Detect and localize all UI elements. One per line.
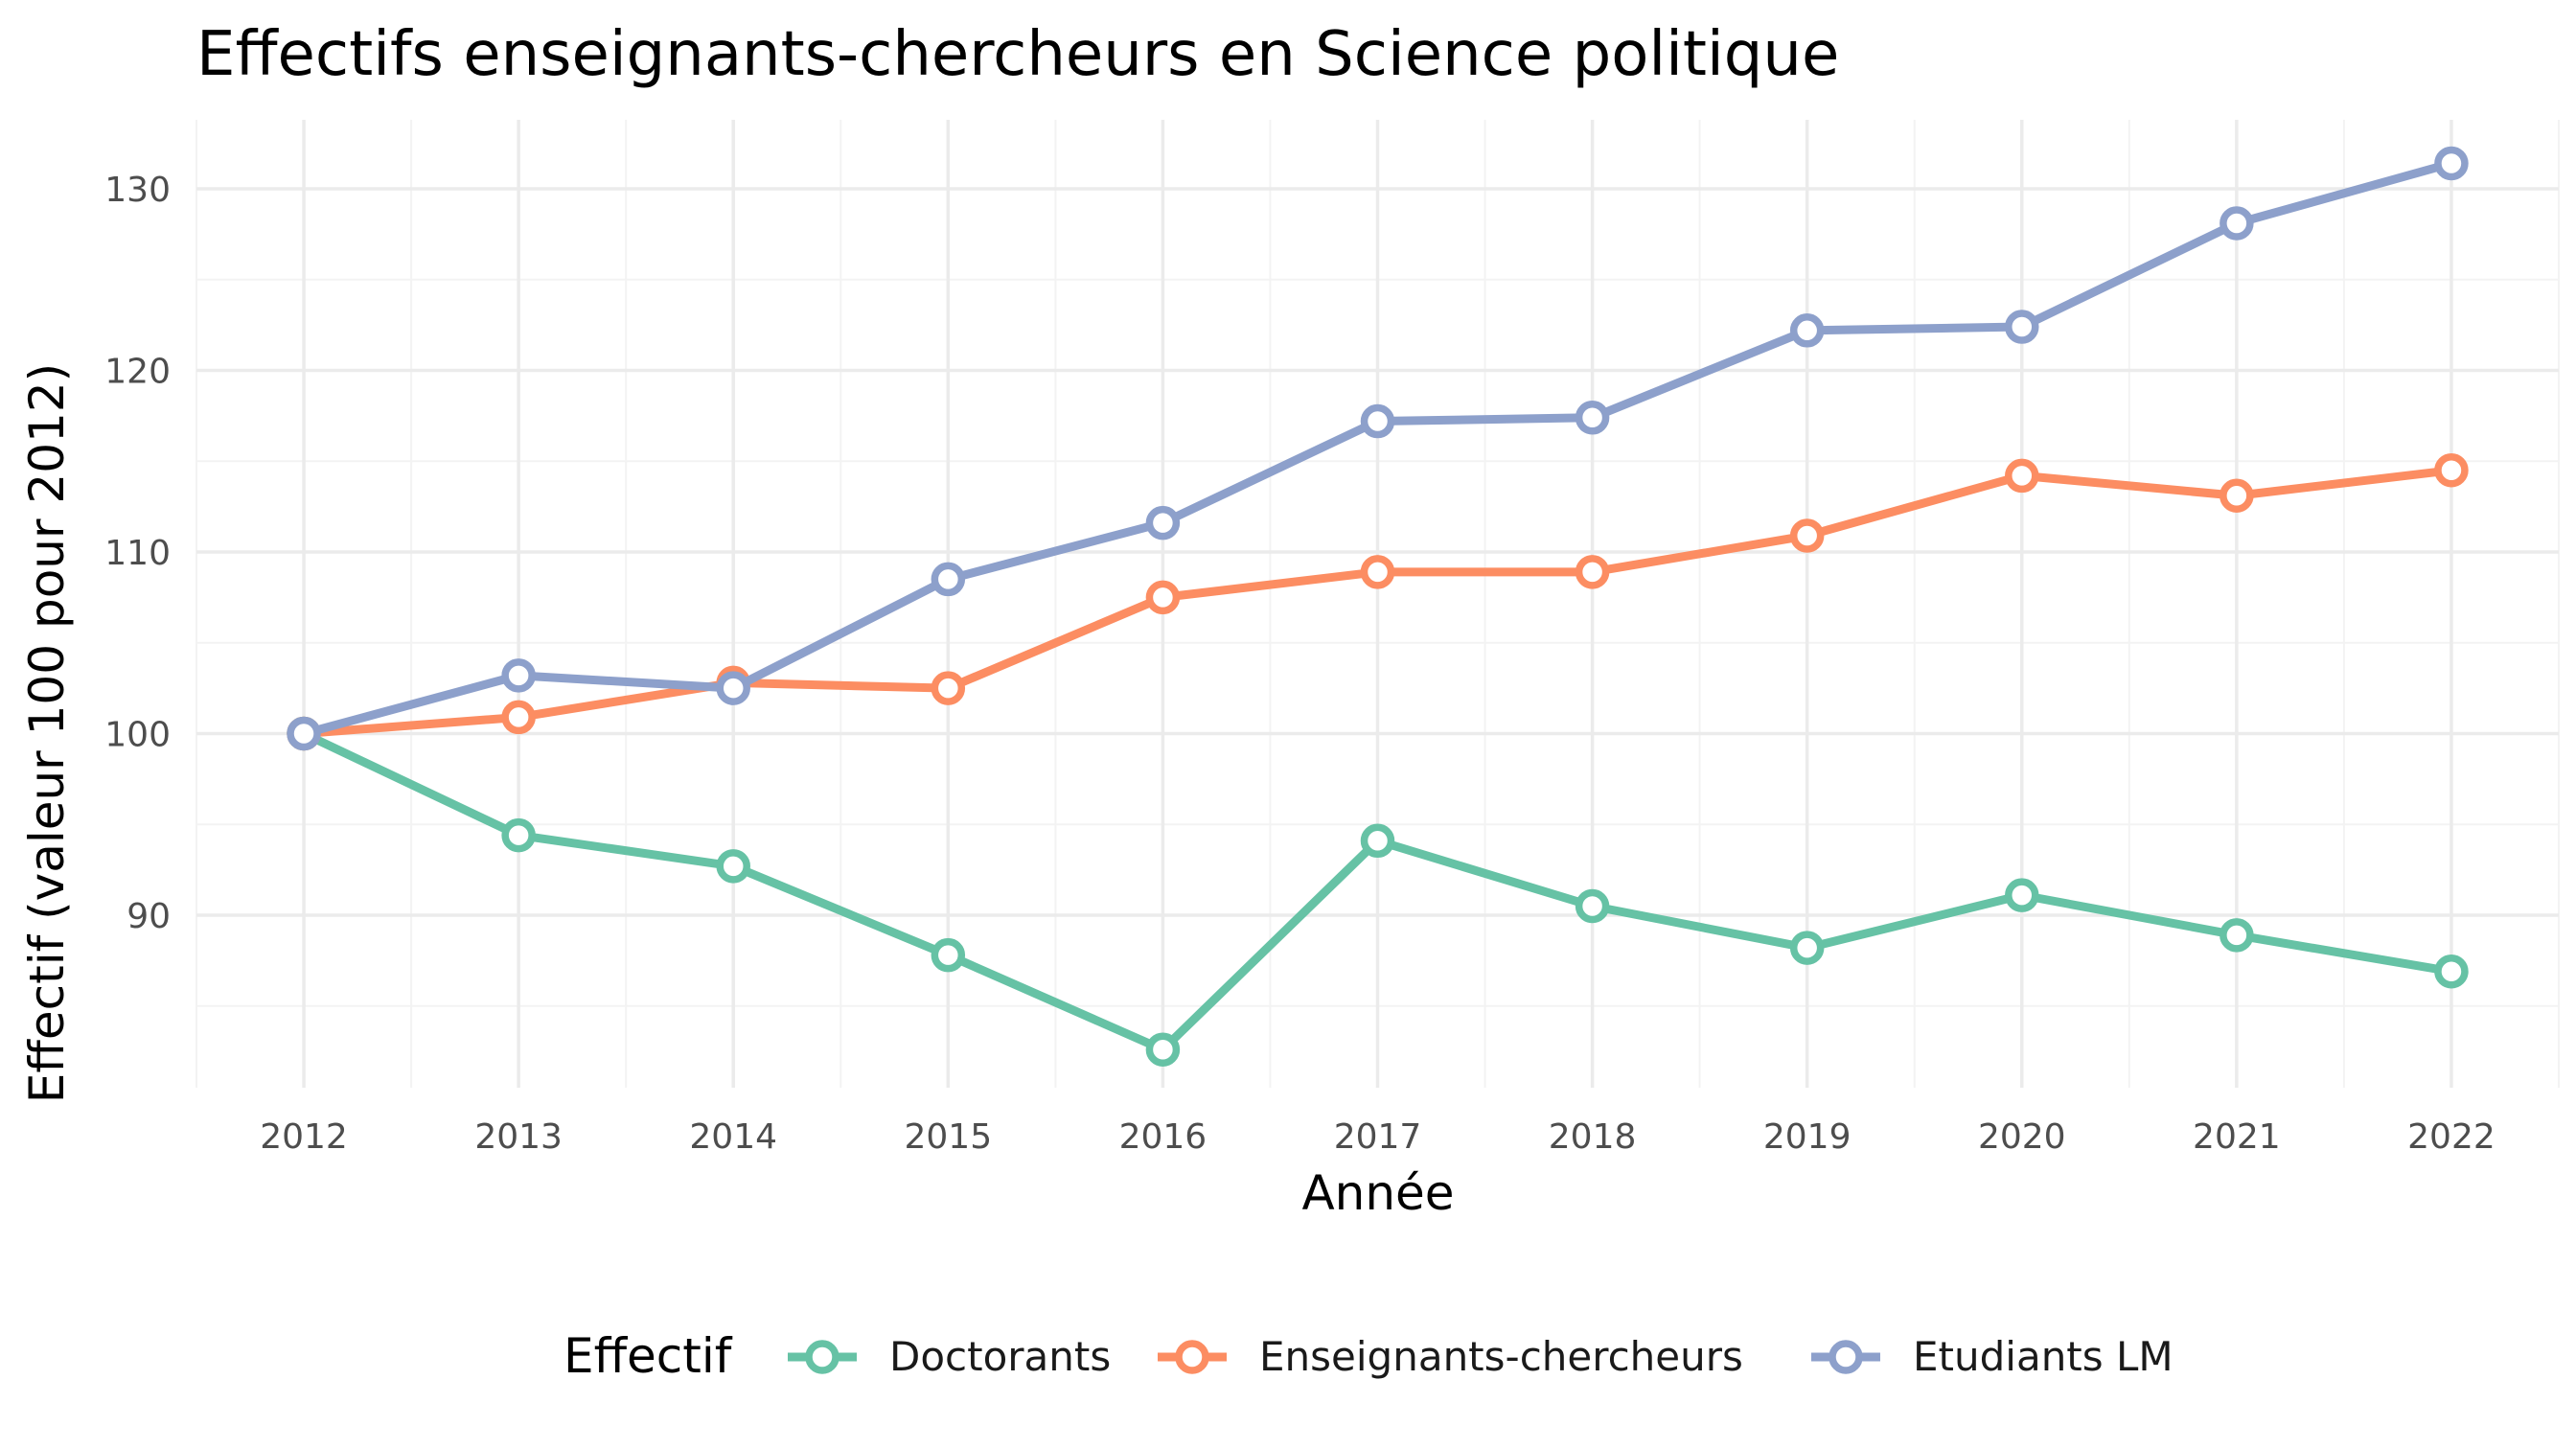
x-tick-label: 2021 [2193, 1117, 2281, 1157]
data-point-enseignants-chercheurs [1145, 580, 1181, 615]
legend-item-doctorants: Doctorants [788, 1333, 1111, 1380]
data-point-enseignants-chercheurs [501, 700, 536, 735]
data-point-etudiants-lm [1360, 403, 1395, 439]
chart-title: Effectifs enseignants-chercheurs en Scie… [196, 19, 1839, 90]
y-tick-label: 110 [104, 534, 171, 573]
data-point-doctorants [2220, 918, 2254, 953]
data-point-enseignants-chercheurs [1360, 555, 1395, 589]
legend-key-point [1828, 1340, 1863, 1374]
y-tick-label: 90 [126, 897, 171, 936]
x-tick-label: 2017 [1334, 1117, 1422, 1157]
x-tick-label: 2018 [1549, 1117, 1637, 1157]
data-point-etudiants-lm [2434, 146, 2469, 181]
data-point-enseignants-chercheurs [2005, 458, 2039, 494]
data-point-enseignants-chercheurs [1575, 555, 1610, 589]
x-axis-title: Année [1301, 1165, 1454, 1221]
x-tick-label: 2016 [1119, 1117, 1208, 1157]
x-tick-label: 2022 [2407, 1117, 2496, 1157]
series-lines [287, 146, 2469, 1067]
series-doctorants [287, 716, 2469, 1067]
data-point-etudiants-lm [2005, 310, 2039, 344]
grid [196, 120, 2560, 1088]
data-point-etudiants-lm [716, 671, 750, 705]
series-etudiants-lm [287, 146, 2469, 751]
legend-key-point [805, 1340, 840, 1374]
legend-item-etudiants-lm: Etudiants LM [1811, 1333, 2174, 1380]
data-point-etudiants-lm [501, 658, 536, 693]
data-point-etudiants-lm [287, 716, 321, 751]
data-point-enseignants-chercheurs [2434, 452, 2469, 488]
x-tick-label: 2019 [1763, 1117, 1852, 1157]
data-point-doctorants [1575, 888, 1610, 924]
x-tick-label: 2014 [689, 1117, 777, 1157]
data-point-etudiants-lm [1789, 313, 1825, 348]
legend-item-enseignants-chercheurs: Enseignants-chercheurs [1158, 1333, 1743, 1380]
data-point-etudiants-lm [2220, 206, 2254, 241]
data-point-etudiants-lm [1145, 505, 1181, 540]
data-point-doctorants [2005, 878, 2039, 912]
legend-title: Effectif [564, 1328, 733, 1384]
data-point-doctorants [1145, 1032, 1181, 1067]
legend-label: Enseignants-chercheurs [1259, 1333, 1743, 1380]
data-point-doctorants [1789, 931, 1825, 965]
y-tick-label: 100 [104, 715, 171, 754]
data-point-enseignants-chercheurs [931, 671, 966, 705]
legend-label: Doctorants [889, 1333, 1111, 1380]
x-axis-ticks: 2012 2013 2014 2015 2016 2017 2018 2019 2020 2021… [260, 1117, 2496, 1157]
y-tick-label: 120 [104, 353, 171, 392]
data-point-doctorants [716, 849, 750, 884]
data-point-enseignants-chercheurs [1789, 518, 1825, 553]
x-tick-label: 2012 [260, 1117, 348, 1157]
data-point-doctorants [2434, 954, 2469, 989]
y-tick-label: 130 [104, 171, 171, 210]
x-tick-label: 2020 [1978, 1117, 2066, 1157]
x-tick-label: 2015 [905, 1117, 993, 1157]
data-point-etudiants-lm [931, 562, 966, 597]
y-axis-title: Effectif (valeur 100 pour 2012) [19, 363, 75, 1103]
legend: Effectif Doctorants Enseignants-chercheur… [564, 1328, 2174, 1384]
legend-key-point [1175, 1340, 1209, 1374]
data-point-doctorants [501, 817, 536, 853]
y-axis-ticks: 90 100 110 120 130 [104, 171, 171, 936]
data-point-doctorants [931, 937, 966, 973]
legend-label: Etudiants LM [1913, 1333, 2174, 1380]
data-point-etudiants-lm [1575, 401, 1610, 435]
x-tick-label: 2013 [474, 1117, 563, 1157]
data-point-doctorants [1360, 823, 1395, 859]
data-point-enseignants-chercheurs [2220, 478, 2254, 514]
